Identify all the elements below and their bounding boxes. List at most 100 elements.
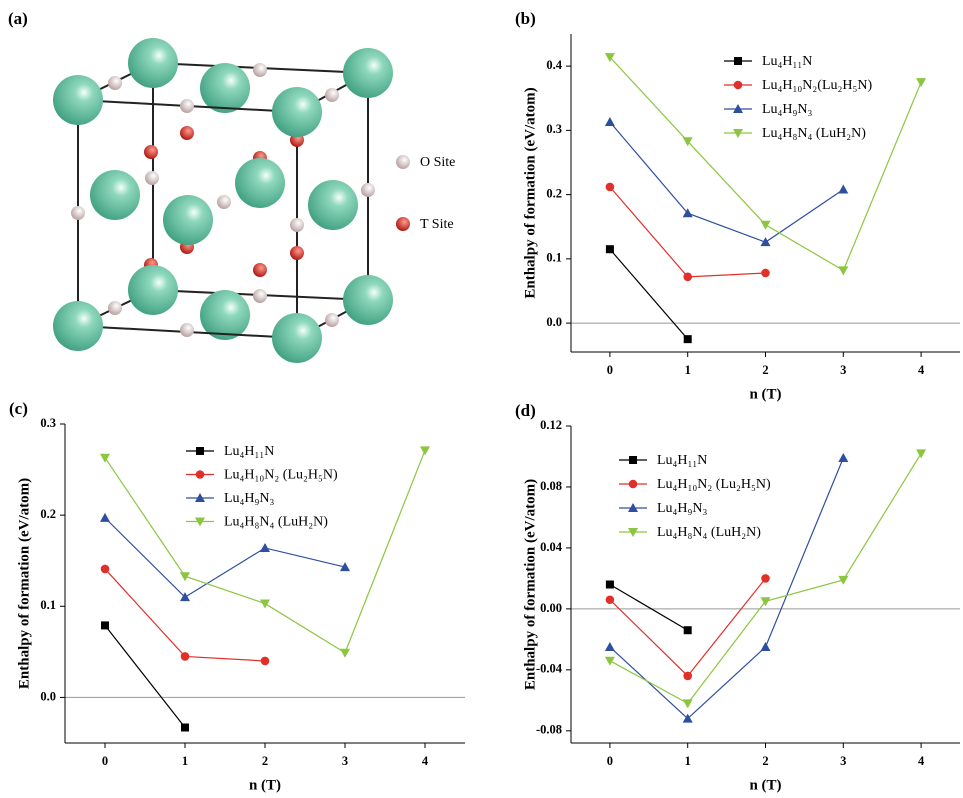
marker [761,268,770,278]
y-tick-label: -0.04 [536,662,563,676]
panel-label: (b) [515,9,536,28]
marker [734,57,742,65]
marker [605,580,614,589]
x-tick-label: 4 [918,754,925,768]
marker [604,641,615,651]
o-site-label: O Site [420,155,455,170]
x-tick-label: 1 [685,363,691,377]
marker [101,621,109,630]
series-line [609,583,689,631]
y-tick-label: 0.12 [540,418,562,432]
y-tick-label: 0.0 [546,315,562,329]
marker [682,699,693,709]
legend-label: Lu₄H₈N₄ (LuH₂N) [762,126,866,141]
marker [916,78,927,88]
y-tick-label: -0.08 [536,723,562,737]
marker [100,453,110,463]
marker [683,671,692,681]
x-tick-label: 2 [762,363,768,377]
marker [629,456,637,464]
marker [682,137,693,147]
x-tick-label: 0 [607,754,613,768]
marker [260,656,270,666]
legend-label: Lu₄H₉N₃ [762,102,813,117]
series-line [104,568,266,662]
crystal-structure: O Site T Site (a) [8,9,455,363]
back-atoms [90,38,393,340]
y-tick-label: 0.3 [546,122,562,136]
marker [733,104,743,113]
panel-label: (d) [515,401,536,420]
marker [340,562,350,572]
marker [195,470,205,479]
marker [604,117,615,127]
marker [683,272,692,282]
marker [838,575,849,585]
x-axis-label: n (T) [749,777,781,793]
series-line [104,517,346,598]
x-axis-label: n (T) [749,386,781,402]
marker [605,595,615,605]
legend-label: Lu₄H₁₁N [762,54,812,69]
marker [180,592,190,602]
x-tick-label: 0 [607,363,613,377]
chart-panel: (c) 0.0 0.1 0.2 0.3 0 1 2 3 4 n (T) Enthalpy of for… [9,399,465,793]
y-axis-label: Enthalpy of formation (eV/atom) [16,478,32,689]
marker [420,446,430,456]
chart-panel: (d) -0.08 -0.04 0.00 0.04 0.08 0.12 0 1 2 3 4 n (T) E… [515,401,960,793]
x-tick-label: 4 [918,363,925,377]
marker [100,564,110,574]
x-axis-label: n (T) [249,777,281,793]
marker [628,503,638,512]
marker [683,335,692,344]
legend-label: Lu₄H₉N₃ [657,501,708,516]
marker [180,652,190,661]
legend-label: Lu₄H₈N₄ (LuH₂N) [224,515,328,530]
marker [196,447,204,455]
marker [761,574,770,583]
marker [682,713,693,723]
panel-label: (c) [9,399,28,418]
marker [682,208,693,218]
y-tick-label: 0.1 [40,598,56,612]
marker [628,528,638,537]
t-site-swatch [396,217,410,231]
legend-label: Lu₄H₁₀N₂(Lu₂H₅N) [762,78,872,93]
marker [733,80,743,90]
y-tick-label: 0.3 [40,416,56,430]
marker [683,626,692,635]
marker [838,453,849,463]
front-atoms [53,75,322,363]
marker [260,599,270,609]
marker [628,479,638,489]
marker [838,184,849,194]
o-site-swatch [396,155,410,169]
marker [733,129,743,138]
legend-label: Lu₄H₈N₄ (LuH₂N) [657,525,761,540]
y-tick-label: 0.0 [40,689,56,703]
marker [760,237,771,247]
series-line [104,625,186,728]
x-tick-label: 3 [840,363,846,377]
marker [195,493,205,502]
y-axis-label: Enthalpy of formation (eV/atom) [522,479,538,690]
legend-label: Lu₄H₁₀N₂ (Lu₂H₅N) [224,468,338,483]
marker [605,245,614,254]
x-tick-label: 1 [685,754,691,768]
x-tick-label: 2 [262,754,268,768]
x-tick-label: 2 [762,754,768,768]
legend-label: Lu₄H₁₀N₂ (Lu₂H₅N) [657,477,771,492]
y-tick-label: 0.1 [546,251,562,265]
marker [340,648,350,658]
x-tick-label: 1 [182,754,188,768]
marker [760,641,771,651]
x-tick-label: 3 [840,754,846,768]
y-tick-label: 0.08 [540,479,562,493]
marker [180,572,190,582]
legend-label: Lu₄H₁₁N [224,444,274,459]
marker [100,512,110,522]
y-tick-label: 0.00 [540,601,562,615]
x-tick-label: 4 [422,754,429,768]
x-tick-label: 3 [342,754,348,768]
